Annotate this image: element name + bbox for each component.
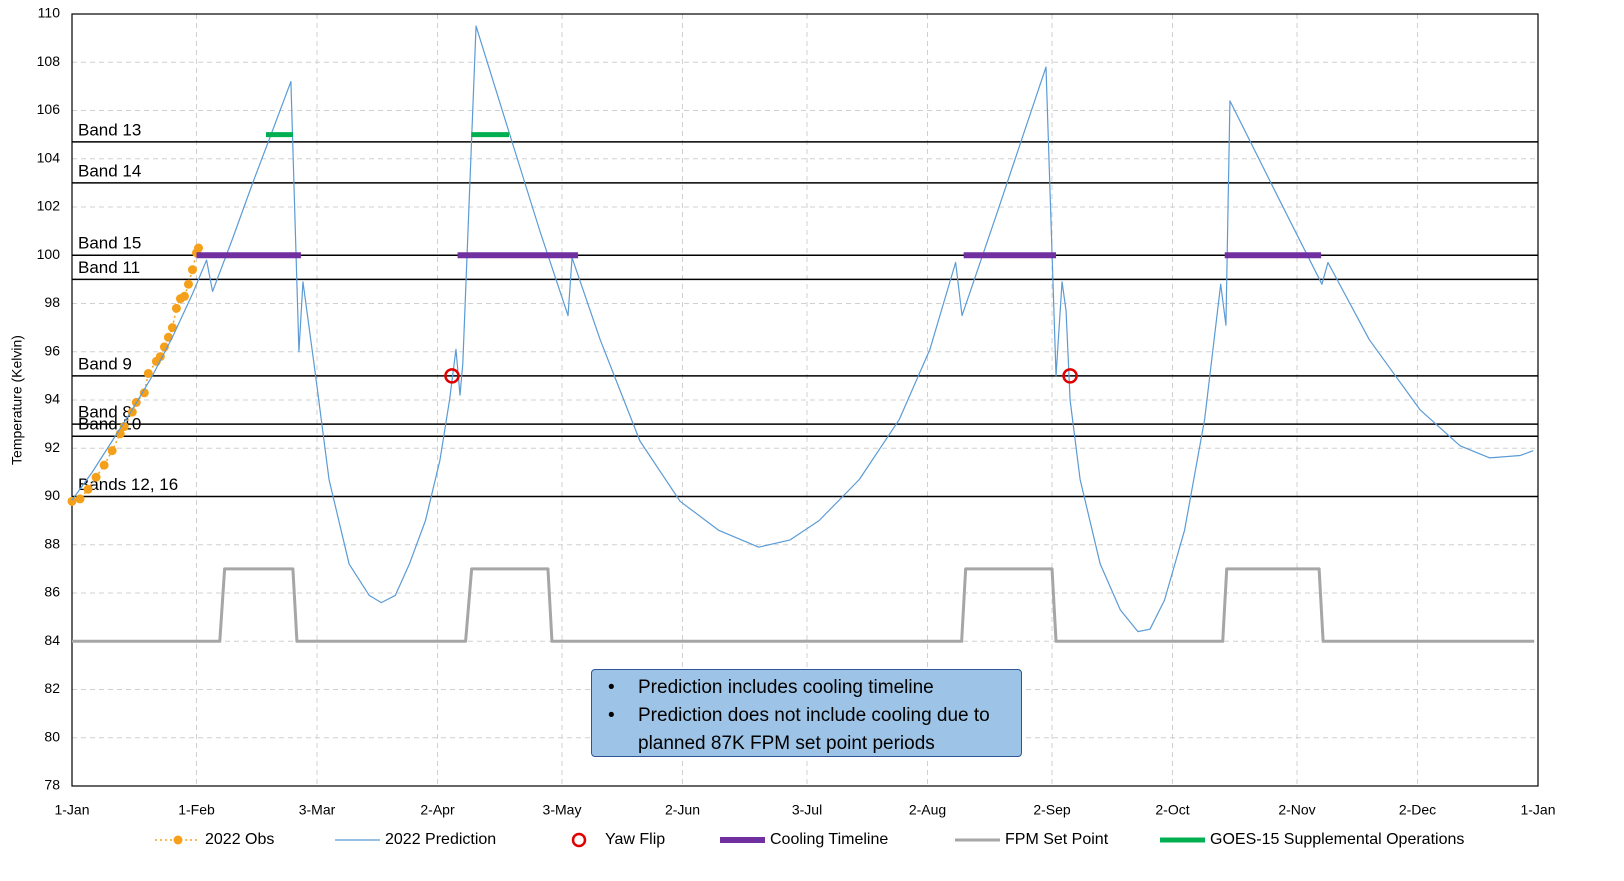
- x-tick-label: 2-Sep: [1033, 802, 1071, 818]
- marker: [83, 484, 93, 494]
- band-label: Band 10: [78, 415, 141, 434]
- legend-label: Cooling Timeline: [770, 831, 888, 848]
- legend-label: GOES-15 Supplemental Operations: [1210, 831, 1464, 848]
- annotation-item: Prediction does not include cooling due …: [608, 702, 1013, 758]
- y-tick-label: 98: [44, 294, 60, 310]
- band-label: Band 8: [78, 403, 132, 422]
- marker: [179, 291, 189, 301]
- y-tick-label: 90: [44, 487, 60, 503]
- marker: [163, 332, 173, 342]
- marker: [444, 368, 460, 384]
- y-tick-label: 106: [37, 101, 61, 117]
- x-tick-label: 3-Mar: [299, 802, 336, 818]
- x-tick-label: 2-Dec: [1399, 802, 1436, 818]
- legend-swatch: [571, 832, 587, 848]
- y-tick-label: 80: [44, 728, 60, 744]
- annotation-list: Prediction includes cooling timeline Pre…: [602, 674, 1013, 758]
- annotation-box: Prediction includes cooling timeline Pre…: [591, 669, 1022, 757]
- y-tick-label: 96: [44, 342, 60, 358]
- x-tick-label: 2-Oct: [1155, 802, 1189, 818]
- marker: [143, 368, 153, 378]
- band-label: Band 13: [78, 120, 141, 139]
- series-line: [71, 25, 1534, 633]
- legend-label: 2022 Prediction: [385, 831, 496, 848]
- plot-border: [71, 13, 1539, 787]
- marker: [107, 446, 117, 456]
- band-label: Band 9: [78, 354, 132, 373]
- band-label: Band 15: [78, 234, 141, 253]
- y-tick-label: 108: [37, 53, 61, 69]
- marker: [99, 460, 109, 470]
- marker: [75, 494, 85, 504]
- marker: [194, 243, 204, 253]
- marker: [187, 265, 197, 275]
- x-tick-label: 3-Jul: [792, 802, 822, 818]
- y-tick-label: 100: [37, 246, 61, 262]
- legend-label: Yaw Flip: [605, 831, 665, 848]
- band-label: Band 14: [78, 161, 141, 180]
- marker: [1062, 368, 1078, 384]
- x-tick-label: 1-Jan: [54, 802, 89, 818]
- x-tick-label: 1-Feb: [178, 802, 215, 818]
- y-tick-label: 86: [44, 584, 60, 600]
- y-tick-label: 78: [44, 777, 60, 793]
- y-tick-label: 84: [44, 632, 60, 648]
- series-line: [71, 247, 200, 503]
- x-tick-label: 3-May: [543, 802, 582, 818]
- annotation-item: Prediction includes cooling timeline: [608, 674, 1013, 702]
- x-tick-label: 2-Apr: [420, 802, 455, 818]
- marker: [155, 352, 165, 362]
- x-tick-label: 2-Nov: [1278, 802, 1315, 818]
- x-tick-label: 1-Jan: [1520, 802, 1555, 818]
- marker: [183, 279, 193, 289]
- marker: [167, 323, 177, 333]
- marker: [119, 422, 129, 432]
- marker: [67, 496, 77, 506]
- marker: [139, 388, 149, 398]
- legend-label: 2022 Obs: [205, 831, 274, 848]
- band-label: Band 11: [78, 258, 140, 277]
- y-tick-label: 88: [44, 535, 60, 551]
- legend-swatch: [173, 835, 183, 845]
- y-tick-label: 110: [38, 5, 61, 21]
- series-line: [72, 567, 1534, 643]
- y-axis-title: Temperature (Kelvin): [9, 335, 25, 465]
- y-tick-label: 94: [44, 391, 60, 407]
- x-tick-label: 2-Aug: [909, 802, 946, 818]
- y-tick-label: 104: [37, 149, 61, 165]
- y-tick-label: 82: [44, 680, 60, 696]
- marker: [127, 407, 137, 417]
- y-tick-label: 102: [37, 198, 61, 214]
- marker: [91, 472, 101, 482]
- x-tick-label: 2-Jun: [665, 802, 700, 818]
- marker: [171, 303, 181, 313]
- band-label: Bands 12, 16: [78, 475, 178, 494]
- legend-label: FPM Set Point: [1005, 831, 1109, 848]
- y-tick-label: 92: [44, 439, 60, 455]
